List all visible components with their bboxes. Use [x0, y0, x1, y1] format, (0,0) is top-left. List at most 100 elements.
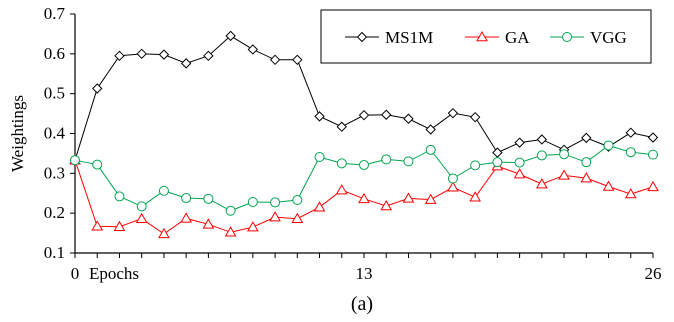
data-point-vgg: [603, 140, 614, 151]
legend-label-vgg: VGG: [590, 28, 627, 47]
data-point-ms1m: [247, 44, 259, 55]
data-point-ga: [624, 188, 637, 199]
data-point-ms1m: [136, 48, 147, 60]
data-point-vgg: [470, 160, 481, 171]
series-vgg: [70, 140, 658, 216]
data-point-vgg: [581, 157, 592, 168]
data-point-ms1m: [114, 50, 125, 62]
data-point-ms1m: [269, 54, 281, 66]
data-point-ga: [158, 227, 170, 239]
data-point-vgg: [270, 197, 281, 208]
data-point-vgg: [403, 156, 414, 167]
data-point-ms1m: [425, 124, 436, 135]
data-point-vgg: [559, 149, 570, 160]
data-point-vgg: [92, 159, 103, 170]
data-point-ga: [358, 192, 370, 204]
y-tick-label: 0.2: [44, 203, 65, 222]
data-point-vgg: [314, 152, 325, 163]
data-point-ms1m: [514, 137, 525, 148]
data-point-vgg: [625, 147, 636, 158]
data-point-vgg: [492, 157, 503, 168]
data-point-ms1m: [314, 111, 325, 122]
x-axis-label: Epochs: [89, 264, 139, 283]
data-point-ms1m: [381, 109, 392, 120]
data-point-ga: [202, 218, 215, 229]
figure-caption: (a): [351, 293, 373, 315]
data-point-ms1m: [625, 127, 636, 138]
data-point-ga: [580, 172, 593, 183]
data-point-ms1m: [469, 111, 481, 123]
y-tick-label: 0.1: [44, 243, 65, 262]
data-point-vgg: [181, 193, 192, 204]
legend-entry-vgg: VGG: [550, 28, 627, 47]
data-point-ga: [535, 178, 548, 189]
legend-entry-ga: GA: [465, 28, 530, 47]
data-point-ga: [224, 226, 237, 237]
y-axis-ticks: 0.1 0.2 0.3 0.4 0.5 0.6 0.7: [44, 4, 75, 262]
data-point-ga: [291, 212, 304, 223]
data-point-ga: [269, 211, 281, 222]
y-tick-label: 0.5: [44, 84, 65, 103]
data-point-vgg: [447, 173, 458, 184]
data-point-vgg: [359, 159, 369, 170]
data-point-ga: [602, 180, 615, 191]
data-point-ga: [380, 199, 393, 211]
data-point-vgg: [158, 185, 169, 196]
legend-label-ms1m: MS1M: [385, 28, 433, 47]
y-tick-label: 0.7: [44, 4, 66, 23]
data-point-ga: [647, 180, 659, 192]
data-point-ms1m: [92, 83, 103, 94]
data-point-ga: [469, 191, 482, 202]
data-point-vgg: [114, 191, 125, 202]
data-point-vgg: [336, 158, 347, 169]
legend-swatch-marker: [356, 31, 368, 43]
data-point-ga: [246, 221, 259, 232]
y-axis-label: Weightings: [8, 95, 27, 172]
x-tick-label: 0: [71, 264, 80, 283]
data-point-ms1m: [447, 107, 459, 119]
data-point-vgg: [514, 157, 525, 168]
data-point-vgg: [70, 155, 80, 166]
data-point-ms1m: [158, 49, 170, 60]
data-point-ms1m: [292, 54, 303, 66]
data-point-ga: [135, 212, 148, 223]
legend-entry-ms1m: MS1M: [345, 28, 433, 47]
data-point-ms1m: [336, 121, 347, 132]
x-axis-ticks: 0 13 26: [71, 253, 662, 283]
data-point-vgg: [648, 149, 658, 160]
data-point-ms1m: [492, 147, 503, 158]
legend-swatch-marker: [562, 32, 572, 42]
data-point-ga: [424, 193, 437, 204]
data-point-ga: [513, 168, 526, 179]
legend-label-ga: GA: [505, 28, 530, 47]
y-tick-label: 0.4: [44, 124, 66, 143]
data-point-vgg: [203, 193, 214, 204]
data-point-vgg: [381, 154, 392, 165]
data-point-ga: [558, 169, 570, 180]
data-point-ms1m: [647, 132, 659, 143]
x-tick-label: 26: [645, 264, 662, 283]
series-ga: [69, 154, 659, 239]
data-point-ga: [313, 201, 326, 212]
data-point-vgg: [225, 205, 236, 216]
data-point-vgg: [247, 197, 258, 208]
data-point-ms1m: [403, 113, 414, 124]
data-point-vgg: [292, 195, 303, 206]
data-point-ms1m: [225, 30, 236, 42]
data-point-ga: [335, 184, 348, 195]
data-point-ga: [91, 220, 104, 231]
data-point-ga: [180, 212, 193, 223]
legend: MS1M GA VGG: [320, 9, 652, 64]
data-point-ms1m: [203, 50, 214, 62]
data-point-ga: [113, 220, 126, 231]
data-point-vgg: [136, 201, 147, 212]
data-point-ms1m: [536, 134, 548, 145]
data-point-ga: [402, 192, 415, 203]
data-point-vgg: [425, 144, 436, 155]
data-point-ga: [447, 181, 459, 192]
series-layer: [69, 30, 659, 239]
y-tick-label: 0.3: [44, 163, 65, 182]
data-point-ms1m: [358, 109, 370, 121]
legend-swatch-marker: [476, 30, 488, 42]
